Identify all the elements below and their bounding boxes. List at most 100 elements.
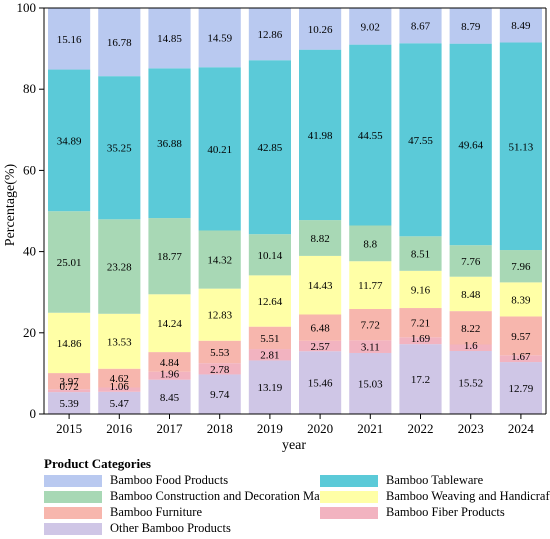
bar-segment-bamboo-fiber-products-2017 — [148, 371, 191, 380]
bar-segment-bamboo-food-products-2024 — [499, 8, 542, 43]
data-label: 1.6 — [464, 340, 478, 352]
data-label: 5.47 — [110, 398, 130, 410]
data-label: 18.77 — [157, 251, 182, 263]
data-label: 7.21 — [411, 318, 430, 330]
bar-segment-bamboo-tableware-2021 — [349, 44, 392, 226]
data-label: 36.88 — [157, 138, 182, 150]
bar-segment-other-bamboo-products-2016 — [98, 391, 141, 414]
bar-segment-bamboo-weaving-and-handicrafts-2022 — [399, 270, 442, 309]
bar-segment-bamboo-weaving-and-handicrafts-2023 — [449, 276, 492, 312]
bar-segment-bamboo-weaving-and-handicrafts-2016 — [98, 313, 141, 369]
bar-segment-bamboo-food-products-2016 — [98, 8, 141, 77]
x-tick-label: 2021 — [357, 421, 383, 436]
data-label: 6.48 — [310, 323, 330, 335]
data-label: 16.78 — [107, 37, 132, 49]
bar-segment-other-bamboo-products-2022 — [399, 344, 442, 414]
data-label: 14.43 — [308, 280, 333, 292]
bar-segment-bamboo-food-products-2018 — [198, 8, 241, 68]
bar-segment-other-bamboo-products-2018 — [198, 374, 241, 414]
data-label: 3.97 — [59, 376, 79, 388]
data-label: 9.02 — [361, 21, 380, 33]
bar-segment-other-bamboo-products-2015 — [48, 392, 91, 414]
data-label: 10.26 — [308, 24, 333, 36]
bar-segment-other-bamboo-products-2023 — [449, 350, 492, 414]
bar-segment-bamboo-furniture-2019 — [248, 326, 291, 350]
x-tick-label: 2017 — [157, 421, 184, 436]
bar-segment-bamboo-construction-and-decoration-materials-2024 — [499, 250, 542, 283]
bar-segment-bamboo-food-products-2021 — [349, 8, 392, 45]
bar-segment-bamboo-construction-and-decoration-materials-2020 — [299, 220, 342, 256]
legend-label: Bamboo Weaving and Handicrafts — [386, 489, 550, 503]
bar-segment-other-bamboo-products-2020 — [299, 351, 342, 414]
data-label: 23.28 — [107, 262, 132, 274]
bar-segment-bamboo-construction-and-decoration-materials-2022 — [399, 236, 442, 271]
bar-segment-bamboo-tableware-2024 — [499, 42, 542, 251]
legend: Product Categories Bamboo Food Products B… — [44, 456, 550, 536]
bar-segment-bamboo-construction-and-decoration-materials-2019 — [248, 234, 291, 276]
bar-segment-bamboo-fiber-products-2015 — [48, 389, 91, 393]
data-label: 49.64 — [458, 139, 483, 151]
legend-label: Bamboo Construction and Decoration Mater… — [110, 489, 351, 503]
bar-segment-bamboo-furniture-2017 — [148, 352, 191, 372]
axes-layer: 0 20 40 60 80 100 2015 2016 2017 2018 2019 2020 2021… — [17, 0, 547, 436]
data-label: 2.81 — [260, 350, 279, 362]
bar-segment-bamboo-tableware-2019 — [248, 60, 291, 235]
bar-segment-bamboo-fiber-products-2016 — [98, 387, 141, 392]
bar-segment-bamboo-fiber-products-2020 — [299, 340, 342, 352]
data-label: 7.96 — [511, 261, 531, 273]
bar-segment-other-bamboo-products-2021 — [349, 352, 392, 414]
legend-swatch — [44, 507, 102, 519]
data-label: 13.19 — [258, 382, 283, 394]
data-label: 2.78 — [210, 364, 230, 376]
x-tick-label: 2024 — [508, 421, 535, 436]
bar-segment-bamboo-fiber-products-2022 — [399, 337, 442, 345]
bar-segment-bamboo-weaving-and-handicrafts-2020 — [299, 255, 342, 315]
y-tick-label: 60 — [23, 162, 36, 177]
bar-segment-bamboo-tableware-2020 — [299, 49, 342, 221]
bar-segment-bamboo-construction-and-decoration-materials-2015 — [48, 211, 91, 313]
value-labels-layer: 5.39 0.723.97 14.86 25.01 34.89 15.16 5.47 1.06… — [57, 20, 534, 410]
data-label: 8.82 — [310, 233, 329, 245]
bar-segment-bamboo-food-products-2020 — [299, 8, 342, 50]
data-label: 1.06 — [110, 381, 130, 393]
bar-segment-bamboo-tableware-2023 — [449, 43, 492, 246]
bar-segment-bamboo-weaving-and-handicrafts-2021 — [349, 261, 392, 310]
bar-segment-bamboo-food-products-2023 — [449, 7, 492, 44]
data-label: 42.85 — [258, 142, 283, 154]
legend-label: Bamboo Fiber Products — [386, 505, 505, 519]
bar-segment-bamboo-weaving-and-handicrafts-2019 — [248, 275, 291, 327]
bar-segment-bamboo-tableware-2017 — [148, 68, 191, 219]
bar-segment-bamboo-construction-and-decoration-materials-2016 — [98, 219, 141, 314]
x-tick-label: 2023 — [458, 421, 484, 436]
bar-segment-bamboo-construction-and-decoration-materials-2023 — [449, 245, 492, 277]
data-label: 14.59 — [207, 33, 232, 45]
data-label: 0.72 — [59, 381, 78, 393]
data-label: 8.79 — [461, 21, 481, 33]
data-label: 1.96 — [160, 369, 180, 381]
data-label: 14.32 — [207, 255, 232, 267]
data-label: 47.55 — [408, 135, 433, 147]
stacked-bar-chart: 5.39 0.723.97 14.86 25.01 34.89 15.16 5.47 1.06… — [3, 0, 547, 453]
x-tick-label: 2016 — [106, 421, 133, 436]
data-label: 9.16 — [411, 284, 431, 296]
data-label: 14.24 — [157, 318, 182, 330]
y-tick-label: 40 — [23, 244, 36, 259]
data-label: 15.46 — [308, 378, 333, 390]
bar-segment-bamboo-food-products-2022 — [399, 8, 442, 44]
data-label: 8.48 — [461, 289, 481, 301]
legend-swatch — [44, 523, 102, 535]
bar-segment-bamboo-food-products-2015 — [48, 8, 91, 70]
data-label: 8.51 — [411, 249, 430, 261]
y-tick-label: 0 — [30, 406, 37, 421]
data-label: 5.53 — [210, 347, 230, 359]
data-label: 12.79 — [509, 383, 534, 395]
legend-swatch — [320, 507, 378, 519]
data-label: 8.8 — [363, 238, 377, 250]
legend-label: Other Bamboo Products — [110, 521, 231, 535]
bar-segment-bamboo-fiber-products-2021 — [349, 340, 392, 353]
legend-title: Product Categories — [44, 456, 151, 471]
bar-segment-bamboo-weaving-and-handicrafts-2024 — [499, 282, 542, 317]
legend-swatch — [320, 491, 378, 503]
legend-label: Bamboo Food Products — [110, 473, 229, 487]
data-label: 9.57 — [511, 331, 531, 343]
